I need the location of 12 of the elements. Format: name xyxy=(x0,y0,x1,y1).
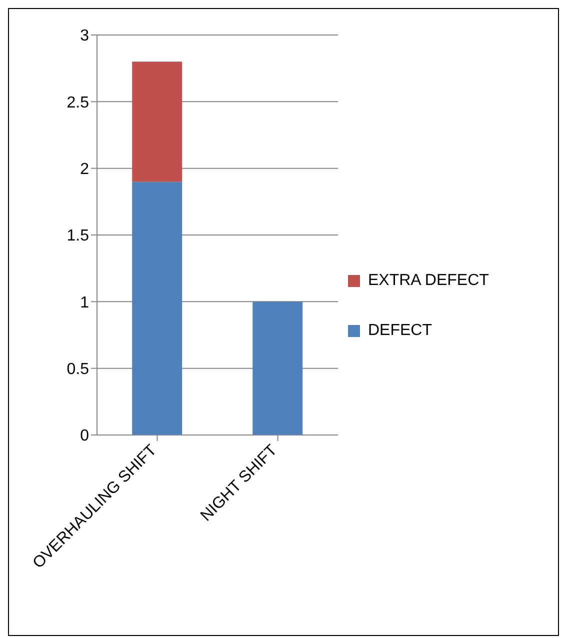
y-tick-label: 3 xyxy=(80,28,90,45)
legend-label: EXTRA DEFECT xyxy=(368,272,489,290)
y-tick-label: 1 xyxy=(80,294,90,312)
bar xyxy=(132,62,182,182)
y-tick-label: 1.5 xyxy=(66,228,90,245)
y-tick-label: 0.5 xyxy=(66,361,90,378)
legend-label: DEFECT xyxy=(368,322,432,340)
bar xyxy=(252,302,303,435)
y-tick-label: 2.5 xyxy=(66,94,90,112)
bar xyxy=(132,182,182,435)
y-tick-label: 2 xyxy=(80,161,90,178)
y-tick-label: 0 xyxy=(80,428,90,445)
